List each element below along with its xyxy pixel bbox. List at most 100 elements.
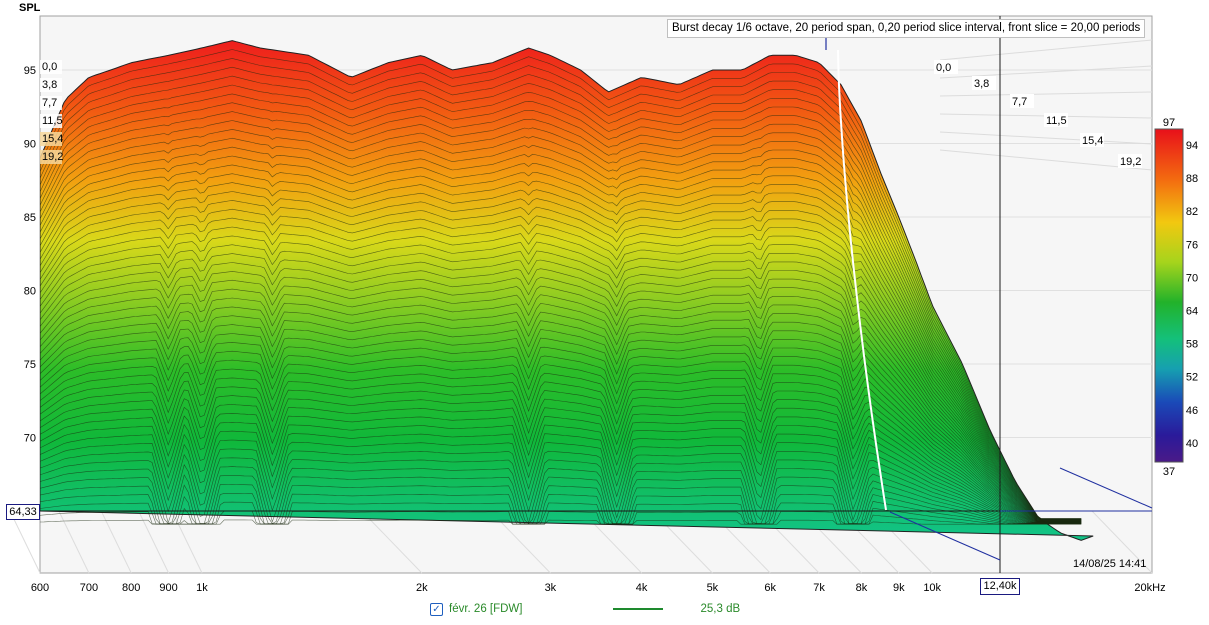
floor-line [1091, 510, 1153, 574]
x-tick-label: 9k [893, 582, 905, 594]
decay-slice-line [40, 493, 1082, 525]
decay-slice-line [40, 421, 1082, 524]
z-tick-bg-left [40, 114, 62, 128]
decay-slice-line [40, 155, 1082, 521]
decay-slice-line [40, 377, 1082, 523]
wall-line [939, 149, 1153, 171]
decay-slice-line [40, 271, 1082, 522]
z-tick-label-right: 7,7 [1012, 96, 1027, 108]
z-tick-bg-left [40, 78, 62, 92]
decay-slice-line [40, 111, 1082, 520]
x-tick-label: 20kHz [1134, 582, 1165, 594]
chart-title: Burst decay 1/6 octave, 20 period span, … [667, 19, 1146, 38]
z-tick-bg-right [1080, 133, 1104, 147]
decay-slice-line [40, 333, 1082, 523]
x-tick-label: 3k [545, 582, 557, 594]
decay-slice-line [40, 324, 1082, 523]
x-tick-label: 600 [31, 582, 49, 594]
legend: ✓ févr. 26 [FDW] 25,3 dB [430, 600, 740, 618]
z-tick-bg-left [40, 150, 62, 164]
z-tick-bg-right [1044, 113, 1068, 127]
cursor-y-readout[interactable]: 64,33 [6, 504, 40, 520]
colorbar-tick-label: 58 [1186, 339, 1198, 351]
decay-slice-line [40, 226, 1082, 521]
floor-line [58, 510, 90, 574]
colorbar-tick-label: 64 [1186, 306, 1198, 318]
decay-slice-line [40, 350, 1082, 523]
x-tick-label: 900 [159, 582, 177, 594]
decay-slice-line [40, 129, 1082, 520]
colorbar-gradient [1154, 128, 1184, 463]
floor-line [100, 510, 132, 574]
z-tick-label-left: 19,2 [42, 151, 63, 163]
decay-slice-line [40, 404, 1082, 524]
decay-slice-line [40, 200, 1082, 521]
floor-line [361, 510, 423, 574]
x-tick-label: 800 [122, 582, 140, 594]
y-axis-title: SPL [19, 2, 41, 14]
legend-series-name[interactable]: févr. 26 [FDW] [449, 603, 523, 615]
z-tick-bg-left [40, 60, 62, 74]
x-tick-label: 5k [707, 582, 719, 594]
decay-slice-line [40, 84, 1082, 520]
decay-slice-line [40, 93, 1082, 520]
decay-slice-line [40, 501, 1082, 525]
colorbar: 97 37 94 88 82 76 70 64 58 52 46 40 [1154, 117, 1198, 478]
z-tick-bg-right [1010, 94, 1034, 108]
decay-slice-line [40, 75, 1082, 520]
decay-slice-line [40, 164, 1082, 521]
z-tick-bg-right [1118, 154, 1142, 168]
z-tick-label-left: 15,4 [42, 133, 63, 145]
y-tick-label: 85 [24, 212, 36, 224]
cursor-diag-1 [1059, 467, 1153, 509]
legend-checkbox[interactable]: ✓ [430, 602, 443, 616]
decay-slice-line [40, 208, 1082, 521]
z-tick-label-right: 3,8 [974, 78, 989, 90]
cursor-diag-2 [889, 511, 1001, 561]
decay-slice-line [40, 217, 1082, 521]
waterfall-surface [40, 40, 1094, 541]
decay-slice-line [40, 306, 1082, 522]
legend-line-swatch [612, 608, 663, 610]
decay-slice-line [40, 49, 1082, 519]
x-tick-label: 8k [856, 582, 868, 594]
x-tick-label: 4k [636, 582, 648, 594]
decay-slice-line [40, 66, 1082, 519]
decay-slice-line [40, 297, 1082, 522]
x-tick-label: 10k [923, 582, 941, 594]
z-tick-label-right: 19,2 [1120, 156, 1141, 168]
decay-slice-line [40, 519, 1082, 525]
decay-slice-line [40, 315, 1082, 522]
decay-slice-line [40, 359, 1082, 523]
decay-slice-line [40, 120, 1082, 520]
colorbar-tick-label: 40 [1186, 438, 1198, 450]
z-tick-label-right: 15,4 [1082, 135, 1103, 147]
z-tick-bg-left [40, 96, 62, 110]
decay-slice-line [40, 253, 1082, 522]
decay-slice-line [40, 457, 1082, 525]
decay-slice-line [40, 173, 1082, 521]
decay-slice-line [40, 191, 1082, 521]
axes: 959085807570656007008009001k2k3k4k5k6k7k… [24, 16, 1166, 594]
x-tick-label: 2k [416, 582, 428, 594]
wall-line [939, 131, 1153, 145]
decay-slice-line [40, 448, 1082, 524]
cursor-x-readout[interactable]: 12,40k [980, 578, 1020, 595]
colorbar-tick-label: 76 [1186, 239, 1198, 251]
x-tick-label: 6k [764, 582, 776, 594]
colorbar-tick-label: 82 [1186, 206, 1198, 218]
wall-line [939, 39, 1153, 61]
decay-slice-line [40, 439, 1082, 524]
x-tick-label: 700 [80, 582, 98, 594]
x-tick-label: 1k [196, 582, 208, 594]
decay-slice-line [40, 395, 1082, 523]
y-tick-label: 75 [24, 359, 36, 371]
decay-slice-line [40, 235, 1082, 522]
colorbar-min-label: 37 [1163, 466, 1175, 478]
decay-slice-line [40, 262, 1082, 522]
y-tick-label: 90 [24, 139, 36, 151]
decay-slice-line [40, 430, 1082, 524]
decay-slice-line [40, 58, 1082, 519]
timestamp: 14/08/25 14:41 [1073, 558, 1147, 570]
